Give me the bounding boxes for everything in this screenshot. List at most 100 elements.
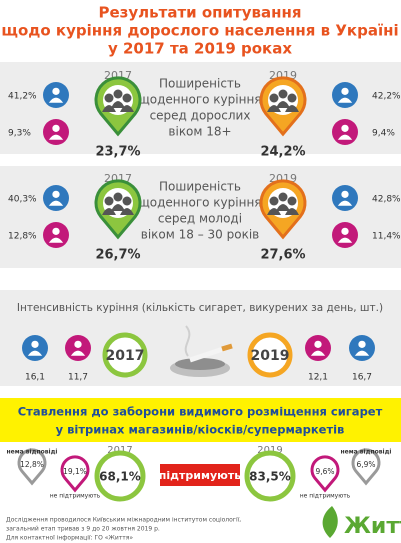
- description: віком 18 – 30 років: [141, 228, 259, 242]
- support-bar: [160, 464, 240, 486]
- female-icon: [65, 335, 91, 361]
- icon-body: [48, 237, 64, 243]
- people-head: [122, 93, 132, 103]
- description: Поширеність: [159, 77, 241, 91]
- support-share: 83,5%: [249, 470, 291, 484]
- icon-body: [337, 200, 353, 206]
- male-share: 41,2%: [8, 92, 37, 102]
- people-head: [269, 93, 279, 103]
- intensity-title: Інтенсивність куріння (кількість сигарет…: [17, 302, 383, 314]
- no-answer-label: нема відповіді: [341, 449, 392, 456]
- not-support-share: 9,6%: [315, 467, 334, 476]
- icon-head: [52, 190, 60, 198]
- icon-head: [74, 340, 82, 348]
- title: у 2017 та 2019 роках: [108, 40, 292, 58]
- year-circle: [247, 332, 293, 378]
- band: [0, 398, 401, 442]
- icon-head: [358, 340, 366, 348]
- year-circle: [102, 332, 148, 378]
- icon-head: [314, 340, 322, 348]
- female-icon: [305, 335, 331, 361]
- icon-body: [337, 237, 353, 243]
- no-answer-share: 6,9%: [356, 460, 375, 469]
- people-body: [276, 101, 290, 108]
- footer-note: загальний етап тривав з 9 до 20 жовтня 2…: [6, 526, 160, 533]
- support-circle: [244, 450, 296, 502]
- female-share: 11,4%: [372, 232, 401, 242]
- description: щоденного куріння: [138, 196, 261, 210]
- female-share: 9,3%: [8, 129, 31, 139]
- people-head: [113, 89, 123, 99]
- male-share: 40,3%: [8, 195, 37, 205]
- total-share: 26,7%: [95, 248, 140, 263]
- male-share: 42,8%: [372, 195, 401, 205]
- no-answer-label: нема відповіді: [7, 449, 58, 456]
- footer-note: Дослідження проводилося Київським міжнар…: [6, 517, 241, 524]
- people-head: [287, 196, 297, 206]
- no-answer-pin: [351, 448, 381, 486]
- icon-head: [52, 87, 60, 95]
- description: віком 18+: [168, 125, 231, 139]
- people-head: [113, 192, 123, 202]
- total-share: 27,6%: [260, 248, 305, 263]
- icon-body: [310, 350, 326, 356]
- smoke: [184, 325, 191, 357]
- year: 2019: [251, 348, 290, 364]
- male-cigarettes: 16,7: [352, 373, 372, 383]
- not-support-share: 19,1%: [63, 467, 87, 476]
- no-answer-share: 12,8%: [20, 460, 44, 469]
- total-share: 23,7%: [95, 145, 140, 160]
- people-head: [278, 89, 288, 99]
- cigarette-filter: [221, 343, 233, 352]
- not-support-label: не підтримують: [300, 493, 351, 500]
- not-support-pin: [60, 455, 90, 493]
- icon-body: [337, 97, 353, 103]
- attitude-title: у вітринах магазинів/кіосків/супермаркет…: [56, 423, 345, 437]
- logo: Життя: [344, 514, 401, 539]
- female-share: 9,4%: [372, 129, 395, 139]
- icon-body: [27, 350, 43, 356]
- icon-head: [52, 227, 60, 235]
- people-body: [111, 101, 125, 108]
- people-head: [287, 93, 297, 103]
- footer-note: Для контактної інформації: ГО «Життя»: [6, 535, 133, 542]
- support-circle: [94, 450, 146, 502]
- people-head: [122, 196, 132, 206]
- female-cigarettes: 12,1: [308, 373, 328, 383]
- male-share: 42,2%: [372, 92, 401, 102]
- description: Поширеність: [159, 180, 241, 194]
- icon-body: [337, 134, 353, 140]
- icon-body: [48, 134, 64, 140]
- icon-head: [31, 340, 39, 348]
- icon-head: [341, 87, 349, 95]
- icon-head: [341, 124, 349, 132]
- support-share: 68,1%: [99, 470, 141, 484]
- not-support-pin: [310, 455, 340, 493]
- male-icon: [349, 335, 375, 361]
- description: серед молоді: [158, 212, 242, 226]
- icon-body: [48, 97, 64, 103]
- title: щодо куріння дорослого населення в Украї…: [1, 22, 398, 40]
- female-cigarettes: 11,7: [68, 373, 88, 383]
- year: 2017: [106, 348, 145, 364]
- attitude-title: Ставлення до заборони видимого розміщенн…: [18, 405, 383, 419]
- male-icon: [22, 335, 48, 361]
- icon-head: [341, 227, 349, 235]
- logo-leaf: [322, 506, 338, 538]
- people-head: [278, 192, 288, 202]
- description: серед дорослих: [150, 109, 251, 123]
- ashtray-top: [175, 358, 225, 370]
- icon-head: [341, 190, 349, 198]
- icon-body: [48, 200, 64, 206]
- people-head: [104, 196, 114, 206]
- icon-body: [70, 350, 86, 356]
- people-body: [276, 204, 290, 211]
- people-head: [269, 196, 279, 206]
- not-support-label: не підтримують: [50, 493, 101, 500]
- icon-body: [354, 350, 370, 356]
- support-label: підтримують: [159, 469, 241, 482]
- people-head: [104, 93, 114, 103]
- title: Результати опитування: [99, 4, 302, 22]
